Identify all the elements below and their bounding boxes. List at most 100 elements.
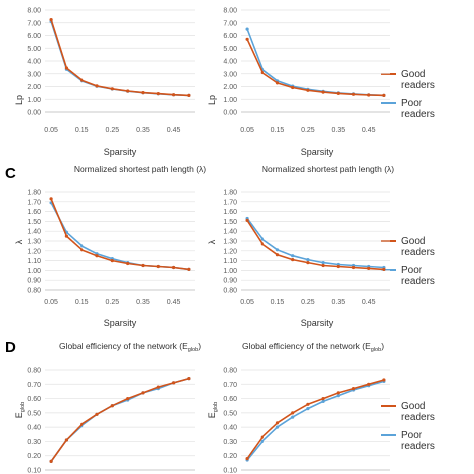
data-point-good-readers xyxy=(172,381,176,385)
y-tick-label: 3.00 xyxy=(223,71,237,78)
y-tick-label: 8.00 xyxy=(27,8,41,15)
x-tick-label: 0.35 xyxy=(331,299,345,306)
x-tick-label: 0.35 xyxy=(136,127,150,134)
series-line-good-readers xyxy=(246,219,384,271)
y-tick-label: 0.10 xyxy=(27,468,41,474)
eglob-title-left: Global efficiency of the network (Eglob) xyxy=(59,341,201,353)
data-point-poor-readers xyxy=(275,425,280,429)
y-tick-label: 2.00 xyxy=(223,84,237,91)
data-point-good-readers xyxy=(321,397,325,401)
data-point-good-readers xyxy=(245,37,249,41)
eglob-ylabel-main: E xyxy=(14,412,24,418)
data-point-good-readers xyxy=(156,385,160,389)
x-tick-label: 0.05 xyxy=(44,299,58,306)
data-point-good-readers xyxy=(275,253,280,257)
y-tick-label: 4.00 xyxy=(223,59,237,66)
data-point-good-readers xyxy=(126,89,130,93)
legend-good-line1: Good xyxy=(401,69,425,80)
data-point-poor-readers xyxy=(306,407,310,411)
panel-letter-c: C xyxy=(5,165,16,182)
x-tick-label: 0.25 xyxy=(301,299,315,306)
data-point-good-readers xyxy=(351,265,356,270)
data-point-poor-readers xyxy=(80,244,84,248)
y-tick-label: 0.50 xyxy=(223,410,237,417)
legend-poor-line2-2: readers xyxy=(401,276,435,287)
y-tick-label: 0.10 xyxy=(223,468,237,474)
data-point-good-readers xyxy=(245,457,249,461)
chart-panel-top-right: 0.00 1.00 2.00 3.00 4.00 5.00 6.00 7.00 8.00 0.05… xyxy=(223,8,390,134)
series-line-poor-readers xyxy=(50,21,189,97)
x-tick-label: 0.45 xyxy=(167,299,181,306)
lp-xlabel-left: Sparsity xyxy=(104,147,137,157)
legend-good-line2: readers xyxy=(401,80,435,91)
y-tick-label: 0.80 xyxy=(27,368,41,375)
y-tick-label: 1.40 xyxy=(27,229,41,236)
y-tick-label: 0.80 xyxy=(223,288,237,295)
data-point-good-readers xyxy=(382,93,386,97)
y-tick-label: 1.70 xyxy=(223,199,237,206)
data-point-good-readers xyxy=(64,234,68,238)
data-point-poor-readers xyxy=(321,261,325,265)
data-point-good-readers xyxy=(367,382,371,386)
data-point-good-readers xyxy=(141,91,145,95)
x-tick-label: 0.45 xyxy=(362,127,376,134)
data-point-good-readers xyxy=(95,412,99,416)
data-point-good-readers xyxy=(306,88,310,92)
data-point-poor-readers xyxy=(260,237,264,241)
y-tick-label: 1.60 xyxy=(27,209,41,216)
y-tick-label: 1.60 xyxy=(223,209,237,216)
data-point-good-readers xyxy=(49,197,53,201)
chart-panel-C-left: 0.80 0.90 1.00 1.10 1.20 1.30 1.40 1.50 1.60 1.70… xyxy=(27,190,195,306)
data-point-good-readers xyxy=(260,435,264,439)
data-point-good-readers xyxy=(64,66,68,70)
lp-ylabel-left: Lp xyxy=(14,95,24,105)
y-tick-label: 1.00 xyxy=(27,268,41,275)
panel-letter-d: D xyxy=(5,339,16,356)
y-tick-label: 5.00 xyxy=(223,46,237,53)
y-tick-label: 0.60 xyxy=(27,396,41,403)
data-point-good-readers xyxy=(156,264,160,269)
data-point-good-readers xyxy=(275,81,280,85)
data-point-good-readers xyxy=(306,402,310,406)
y-tick-label: 1.80 xyxy=(223,190,237,197)
lambda-ylabel-right: λ xyxy=(207,239,217,244)
eglob-title-end-right: ) xyxy=(381,341,384,351)
data-point-good-readers xyxy=(172,265,176,270)
data-point-good-readers xyxy=(260,70,264,75)
eglob-title-text: Global efficiency of the network (E xyxy=(59,341,188,351)
chart-panel-C-right: 0.80 0.90 1.00 1.10 1.20 1.30 1.40 1.50 1.60 1.70… xyxy=(223,190,390,306)
y-tick-label: 8.00 xyxy=(223,8,237,15)
data-point-good-readers xyxy=(260,242,264,246)
data-point-good-readers xyxy=(110,404,114,408)
data-point-good-readers xyxy=(187,377,191,381)
data-point-poor-readers xyxy=(306,258,310,262)
data-point-good-readers xyxy=(141,391,145,395)
y-tick-label: 5.00 xyxy=(27,46,41,53)
x-tick-label: 0.05 xyxy=(44,127,58,134)
series-line-poor-readers xyxy=(246,28,384,97)
lp-xlabel-right: Sparsity xyxy=(301,147,334,157)
series-line-poor-readers xyxy=(246,380,385,461)
data-point-good-readers xyxy=(351,92,356,96)
data-point-good-readers xyxy=(141,263,145,268)
eglob-title-text-right: Global efficiency of the network (E xyxy=(242,341,371,351)
data-point-good-readers xyxy=(245,218,249,222)
y-tick-label: 0.40 xyxy=(223,425,237,432)
data-point-poor-readers xyxy=(336,394,340,398)
y-tick-label: 1.40 xyxy=(223,229,237,236)
y-tick-label: 1.00 xyxy=(223,97,237,104)
series-line-good-readers xyxy=(50,377,190,462)
legend-good-line1-2: Good xyxy=(401,236,425,247)
data-point-good-readers xyxy=(95,84,99,88)
data-point-poor-readers xyxy=(291,415,295,419)
y-tick-label: 1.00 xyxy=(223,268,237,275)
y-tick-label: 1.30 xyxy=(223,239,237,246)
y-tick-label: 1.00 xyxy=(27,97,41,104)
y-tick-label: 4.00 xyxy=(27,59,41,66)
lambda-xlabel-right: Sparsity xyxy=(301,318,334,328)
legend-good-line2-2: readers xyxy=(401,247,435,258)
series-line-good-readers xyxy=(246,379,385,460)
y-tick-label: 0.00 xyxy=(27,110,41,117)
legend-good-line1-3: Good xyxy=(401,401,425,412)
y-tick-label: 0.90 xyxy=(27,278,41,285)
